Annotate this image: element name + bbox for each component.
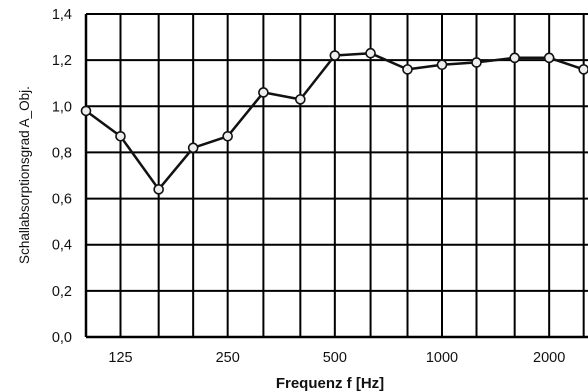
data-point xyxy=(295,94,306,105)
grid xyxy=(84,13,588,339)
y-tick-label: 0,6 xyxy=(52,192,72,208)
data-point xyxy=(436,59,448,71)
data-point xyxy=(509,52,520,64)
series-layer xyxy=(80,47,588,195)
y-tick-label: 0,0 xyxy=(52,330,72,346)
y-tick-label: 0,8 xyxy=(52,145,72,161)
x-tick-label: 500 xyxy=(323,350,347,366)
data-point xyxy=(365,47,376,59)
data-point xyxy=(258,87,269,98)
x-tick-label: 250 xyxy=(216,350,240,366)
y-tick-label: 1,2 xyxy=(52,53,72,69)
y-tick-label: 1,4 xyxy=(52,7,72,23)
series-line xyxy=(85,51,588,191)
y-tick-label: 0,2 xyxy=(52,284,72,300)
x-axis-label: Frequenz f [Hz] xyxy=(276,375,384,392)
y-tick-label: 1,0 xyxy=(52,99,72,115)
data-point xyxy=(329,50,341,61)
tick-labels: 0,0 0,2 0,4 0,6 0,8 1,0 1,2 1,4 125 250 500 1000 200… xyxy=(52,7,565,366)
data-point xyxy=(153,184,164,195)
data-point xyxy=(222,130,233,142)
x-tick-label: 2000 xyxy=(533,350,565,366)
data-point xyxy=(471,57,482,68)
data-point xyxy=(402,64,413,75)
data-point xyxy=(578,64,588,75)
data-point xyxy=(187,142,199,154)
x-tick-label: 1000 xyxy=(426,350,458,366)
data-point xyxy=(543,52,555,64)
y-axis-label: Schallabsorptionsgrad A_Obj. xyxy=(17,86,32,264)
x-tick-label: 125 xyxy=(108,350,132,366)
data-point xyxy=(80,105,92,117)
y-tick-label: 0,4 xyxy=(52,238,72,254)
data-point xyxy=(115,130,126,142)
